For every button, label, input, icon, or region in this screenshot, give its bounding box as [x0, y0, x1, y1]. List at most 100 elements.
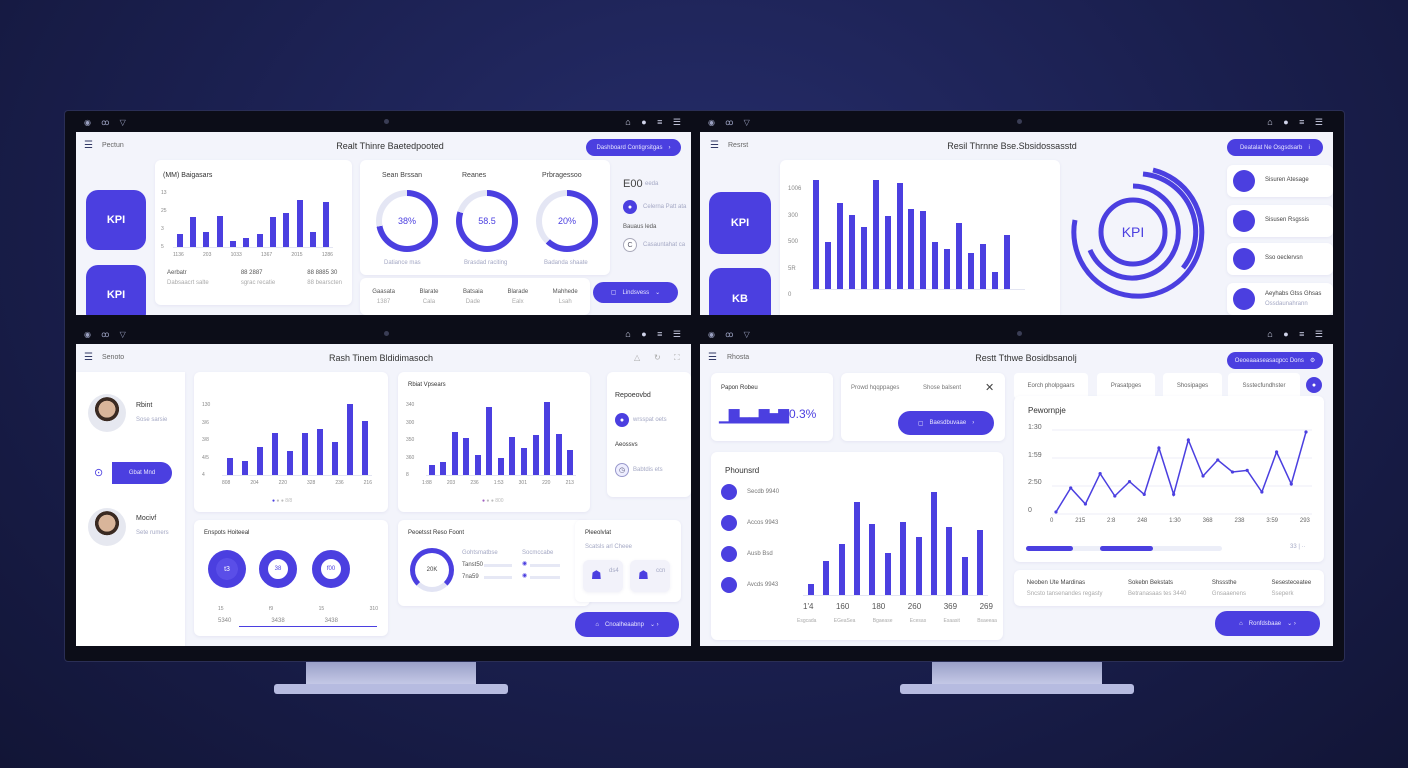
data-point[interactable] — [1142, 492, 1146, 496]
donut-chart[interactable]: 38% — [376, 190, 438, 252]
bar[interactable] — [884, 552, 891, 595]
list-item[interactable]: Sisusen Rsgssis — [1227, 205, 1333, 237]
bar[interactable] — [361, 421, 368, 475]
bar[interactable] — [1003, 234, 1010, 289]
data-point[interactable] — [1274, 450, 1279, 454]
menu-icon[interactable]: ☰ — [710, 140, 719, 151]
bar[interactable] — [474, 455, 481, 475]
data-point[interactable] — [1201, 474, 1205, 478]
bar[interactable] — [203, 232, 210, 247]
refresh-icon[interactable]: ↻ — [654, 353, 661, 362]
bar[interactable] — [323, 201, 330, 247]
data-point[interactable] — [1083, 502, 1088, 506]
bar[interactable] — [836, 202, 843, 289]
bar[interactable] — [176, 234, 183, 247]
list-item[interactable]: Aeyhabs Gtss Ghsas Ossdaunahrann — [1227, 283, 1333, 315]
list-item[interactable]: Sisuren Atesage — [1227, 165, 1333, 197]
menu-icon[interactable]: ☰ — [84, 140, 93, 151]
bar[interactable] — [301, 432, 308, 475]
bar[interactable] — [256, 234, 263, 247]
kpi-tile[interactable]: KPI — [709, 192, 771, 254]
bar[interactable] — [521, 448, 528, 475]
bar[interactable] — [869, 524, 876, 595]
mid-button[interactable]: ▢ Baesdbuvaae › — [898, 411, 994, 435]
bar[interactable] — [229, 241, 236, 247]
bar[interactable] — [346, 404, 353, 475]
bar[interactable] — [256, 447, 263, 475]
progress-bar[interactable] — [1026, 546, 1222, 551]
bar[interactable] — [853, 501, 860, 595]
profile-button[interactable]: Gbat Mnd — [112, 462, 172, 484]
bar[interactable] — [463, 437, 470, 475]
bar[interactable] — [848, 214, 855, 289]
header-button[interactable]: Dashboard Contigrsitgas › — [586, 139, 681, 156]
user-tile[interactable]: ☗ ds4 — [583, 560, 623, 592]
bar[interactable] — [532, 434, 539, 475]
bell-icon[interactable]: △ — [634, 353, 641, 362]
tab[interactable]: Shose balsent — [923, 385, 962, 391]
bar[interactable] — [977, 529, 984, 595]
pagination-dots[interactable]: ● ● ● 800 — [482, 498, 504, 504]
side-item[interactable]: Casauntahat ca — [643, 242, 686, 248]
tab[interactable]: Shosipages — [1163, 373, 1222, 399]
bar[interactable] — [884, 215, 891, 289]
bar[interactable] — [908, 209, 915, 289]
bar[interactable] — [838, 544, 845, 595]
bar[interactable] — [980, 244, 987, 289]
bar[interactable] — [269, 217, 276, 247]
bar[interactable] — [812, 180, 819, 289]
bar[interactable] — [497, 457, 504, 475]
bar[interactable] — [451, 431, 458, 475]
bar[interactable] — [872, 180, 879, 289]
bar[interactable] — [992, 271, 999, 289]
user-tile[interactable]: ☗ ccn — [630, 560, 670, 592]
window-controls[interactable]: ⌂ ● ≡ ☰ — [625, 117, 685, 127]
data-point[interactable] — [1113, 494, 1117, 498]
data-point[interactable] — [1230, 470, 1235, 474]
menu-icon[interactable]: ☰ — [84, 352, 93, 363]
bar[interactable] — [486, 406, 493, 475]
data-point[interactable] — [1069, 486, 1073, 490]
kpi-tile[interactable]: KB — [709, 268, 771, 315]
data-point[interactable] — [1172, 492, 1176, 496]
bar[interactable] — [944, 248, 951, 289]
bar[interactable] — [286, 451, 293, 475]
window-controls[interactable]: ⌂ ● ≡ ☰ — [1267, 329, 1327, 339]
list-item[interactable]: Sso oeclervsn — [1227, 243, 1333, 275]
kpi-tile[interactable]: KPI — [86, 190, 146, 250]
bar[interactable] — [309, 232, 316, 247]
bar[interactable] — [567, 449, 574, 475]
data-point[interactable] — [1260, 490, 1264, 494]
bar[interactable] — [226, 458, 233, 475]
expand-icon[interactable]: ⛶ — [674, 353, 680, 362]
tab[interactable]: Prasatpges — [1097, 373, 1155, 399]
data-point[interactable] — [1157, 446, 1161, 450]
donut-chart[interactable]: 58.5 — [456, 190, 518, 252]
bar[interactable] — [932, 242, 939, 289]
side-item[interactable]: Celerna Patt ata — [643, 204, 687, 210]
action-button[interactable]: ⌂ Ronfdsbaae ⌄ › — [1215, 611, 1320, 636]
donut-chart[interactable]: 20% — [536, 190, 598, 252]
data-point[interactable] — [1127, 480, 1132, 484]
menu-icon[interactable]: ☰ — [708, 352, 717, 363]
bar[interactable] — [824, 242, 831, 289]
bar[interactable] — [440, 461, 447, 475]
bar[interactable] — [555, 433, 562, 475]
close-icon[interactable]: ✕ — [985, 382, 995, 394]
bar[interactable] — [896, 183, 903, 289]
data-point[interactable] — [1186, 438, 1190, 442]
bar[interactable] — [956, 222, 963, 289]
window-controls[interactable]: ⌂ ● ≡ ☰ — [625, 329, 685, 339]
bar[interactable] — [271, 432, 278, 475]
action-button[interactable]: ⌂ Cnoalheaabnp ⌄ › — [575, 612, 679, 637]
bar[interactable] — [900, 521, 907, 595]
header-button[interactable]: Deatalat Ne Osgsdsarb ⅰ — [1227, 139, 1323, 156]
bar[interactable] — [428, 465, 435, 475]
bar[interactable] — [946, 527, 953, 595]
header-button[interactable]: Oeoeaaaseasaqpcc Dons ⚙ — [1227, 352, 1323, 369]
tab[interactable]: Prowd hqqppages — [851, 385, 900, 391]
bar[interactable] — [241, 460, 248, 475]
bar[interactable] — [860, 226, 867, 289]
data-point[interactable] — [1216, 458, 1220, 462]
tab[interactable]: Ssstecfundhster — [1228, 373, 1300, 399]
